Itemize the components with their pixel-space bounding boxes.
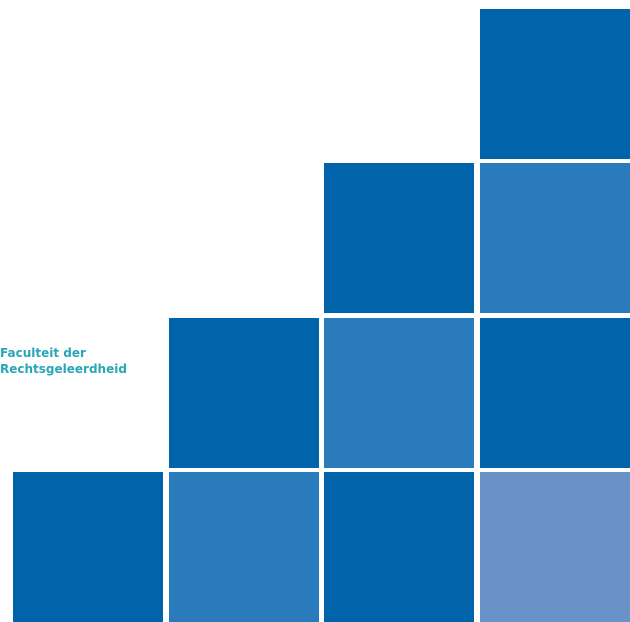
square-row2-col3 — [324, 163, 474, 313]
square-row2-col4 — [480, 163, 630, 313]
faculty-label-line1: Faculteit der — [0, 346, 86, 360]
faculty-label-line2: Rechtsgeleerdheid — [0, 362, 127, 376]
square-row1-col4 — [480, 9, 630, 159]
square-row3-col2 — [169, 318, 319, 468]
square-row4-col3 — [324, 472, 474, 622]
square-row4-col4 — [480, 472, 630, 622]
faculty-label: Faculteit der Rechtsgeleerdheid — [0, 345, 160, 377]
square-row4-col1 — [13, 472, 163, 622]
square-row3-col4 — [480, 318, 630, 468]
square-row4-col2 — [169, 472, 319, 622]
square-row3-col3 — [324, 318, 474, 468]
